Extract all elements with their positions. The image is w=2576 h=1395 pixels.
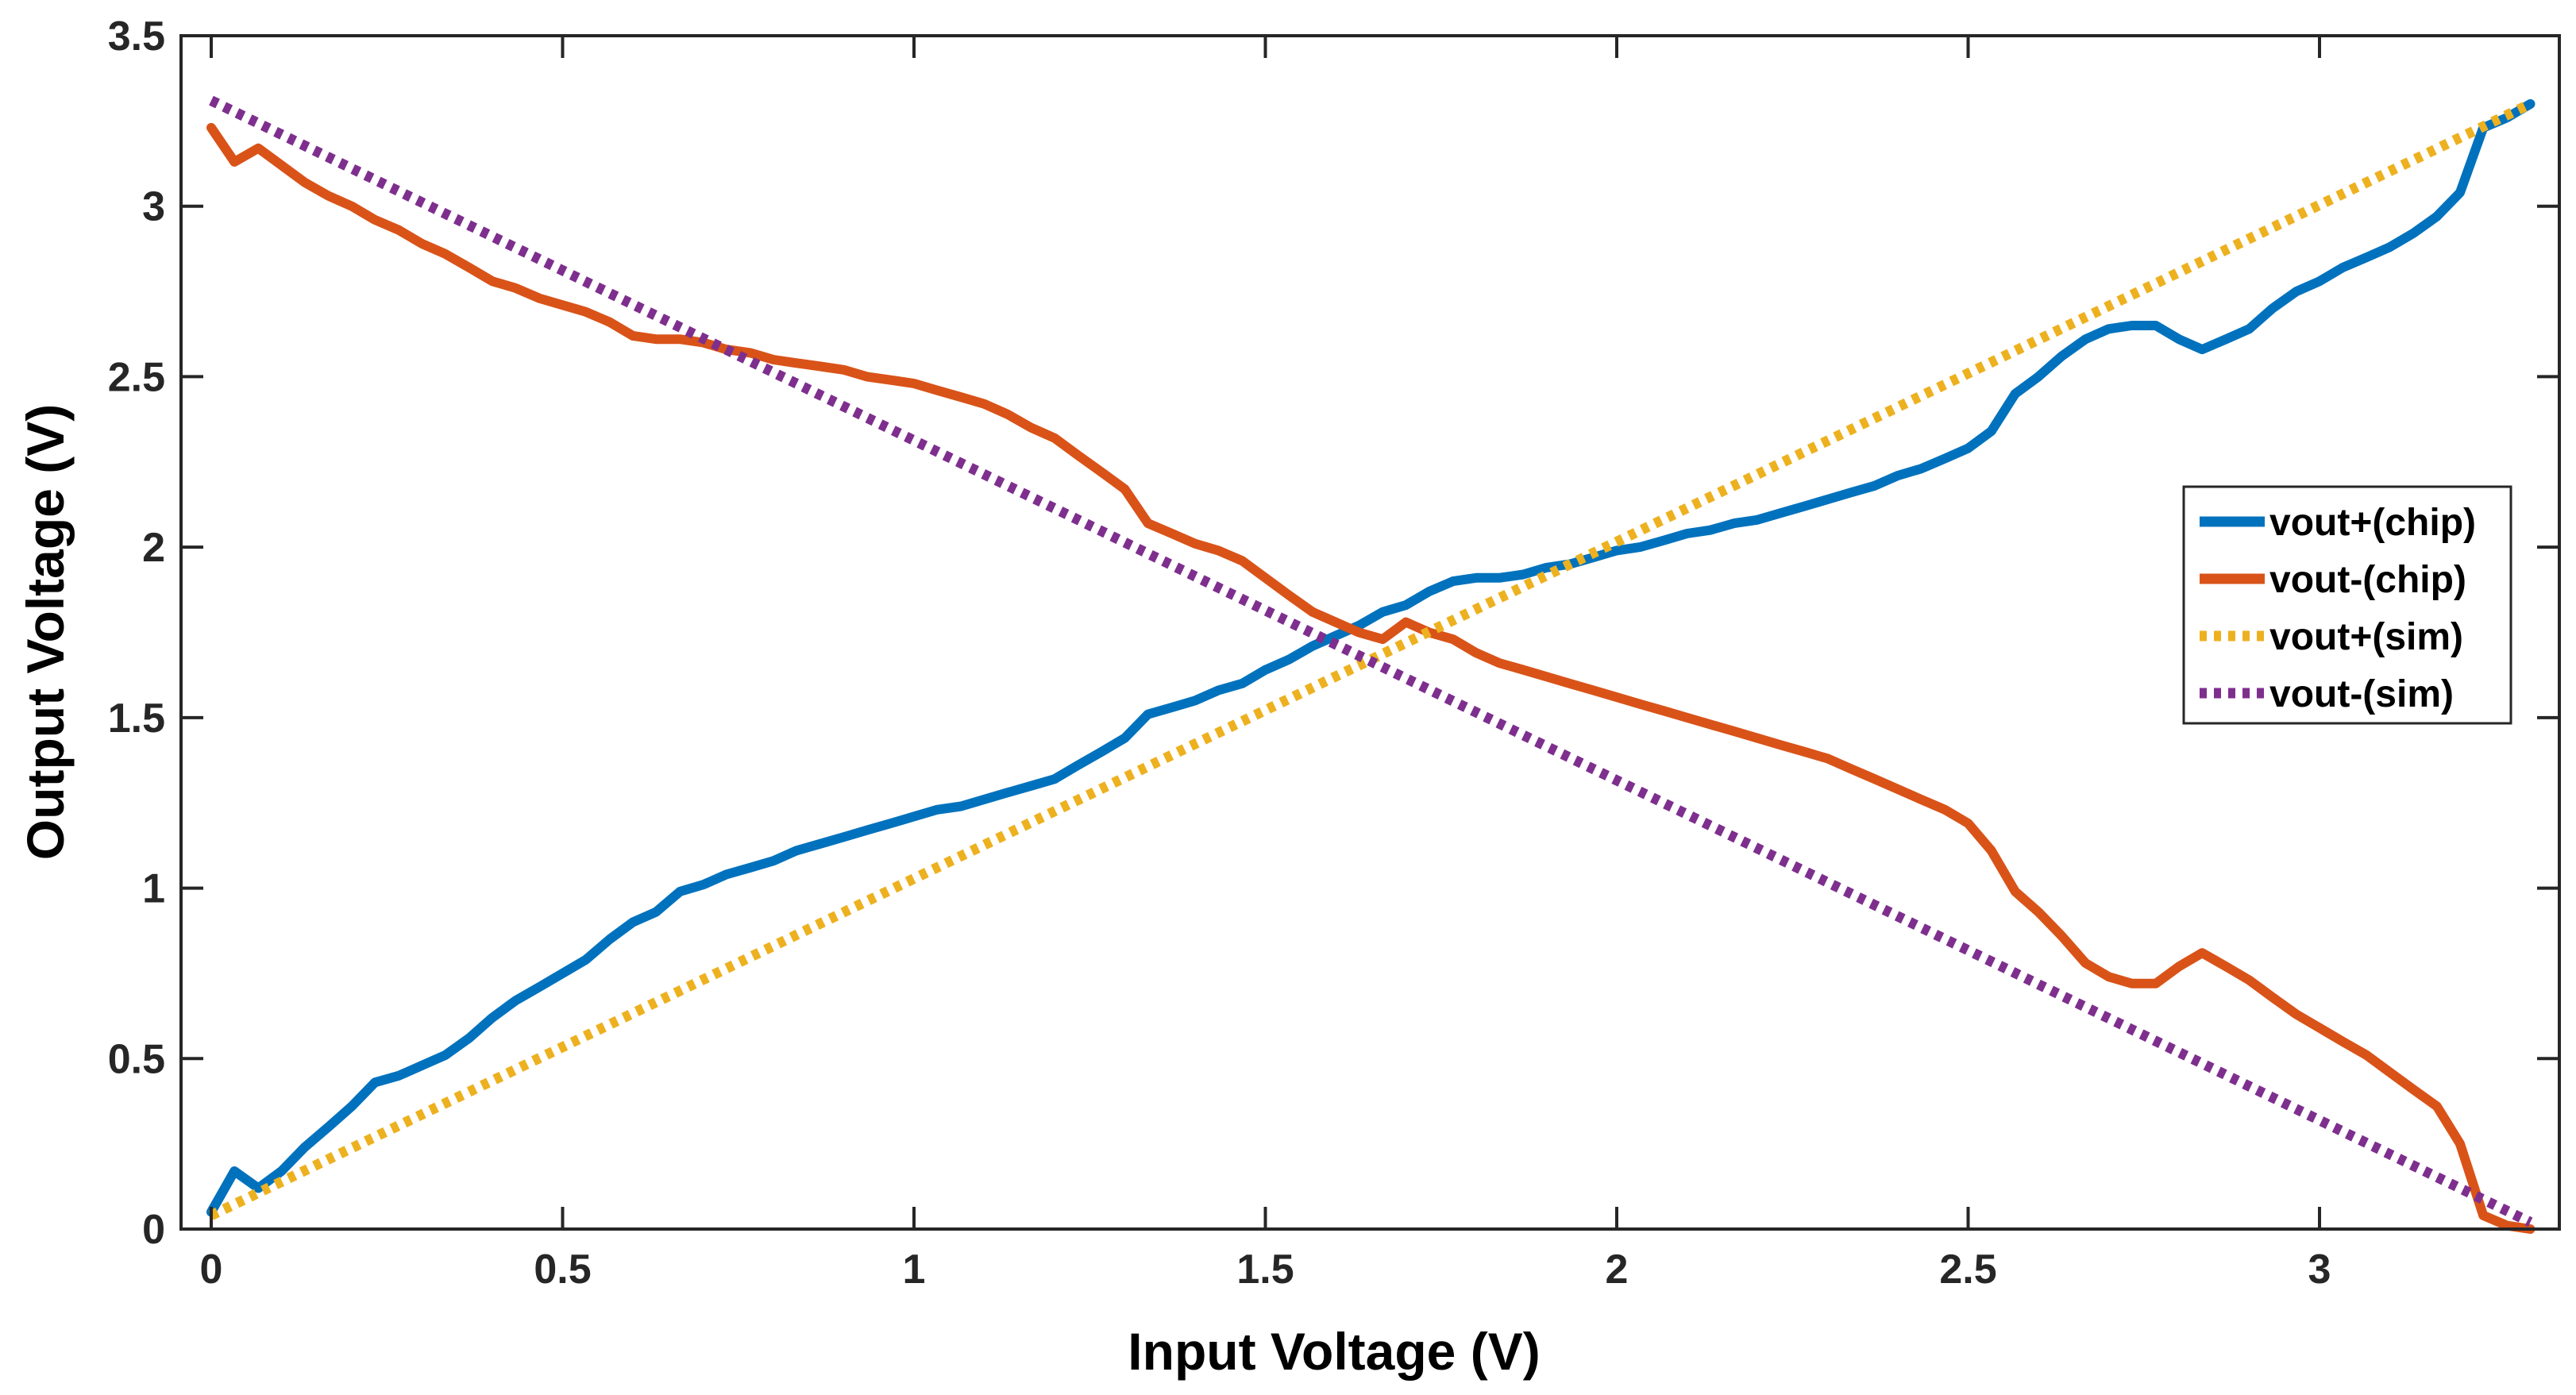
y-tick-label: 3.5 bbox=[108, 13, 165, 60]
x-tick-label: 0 bbox=[200, 1247, 223, 1293]
x-tick-label: 0.5 bbox=[534, 1247, 591, 1293]
y-tick-label: 0.5 bbox=[108, 1036, 165, 1082]
series-line-vout-(chip) bbox=[206, 122, 2536, 1234]
y-tick-label: 1 bbox=[142, 866, 165, 912]
legend-label-vout-minus-sim: vout-(sim) bbox=[2269, 673, 2454, 715]
x-tick-label: 1.5 bbox=[1236, 1247, 1294, 1293]
series-layer bbox=[206, 95, 2536, 1234]
y-tick-label: 2.5 bbox=[108, 354, 165, 400]
series-line-vout-(sim) bbox=[209, 95, 2533, 1227]
legend-label-vout-minus-chip: vout-(chip) bbox=[2269, 559, 2466, 601]
y-tick-label: 3 bbox=[142, 184, 165, 230]
y-tick-label: 1.5 bbox=[108, 696, 165, 742]
y-axis-title: Output Voltage (V) bbox=[16, 404, 75, 860]
plot-area-border bbox=[179, 34, 2561, 1231]
series-line-vout+(chip) bbox=[206, 98, 2536, 1217]
x-axis-title: Input Voltage (V) bbox=[1128, 1322, 1540, 1381]
legend-label-vout-plus-chip: vout+(chip) bbox=[2269, 502, 2476, 544]
x-tick-label: 2 bbox=[1606, 1247, 1629, 1293]
y-tick-label: 2 bbox=[142, 525, 165, 571]
legend-label-vout-plus-sim: vout+(sim) bbox=[2269, 616, 2463, 658]
axis-ticks bbox=[181, 34, 2559, 1231]
axis-tick-labels: 0 0.5 1 1.5 2 2.5 3 0 0.5 1 1.5 2 2.5 3 3.5 bbox=[108, 13, 2331, 1293]
x-tick-label: 2.5 bbox=[1939, 1247, 1996, 1293]
y-tick-label: 0 bbox=[142, 1207, 165, 1253]
x-tick-label: 1 bbox=[903, 1247, 926, 1293]
legend: vout+(chip) vout-(chip) vout+(sim) vout-… bbox=[2182, 485, 2512, 725]
x-tick-label: 3 bbox=[2308, 1247, 2331, 1293]
